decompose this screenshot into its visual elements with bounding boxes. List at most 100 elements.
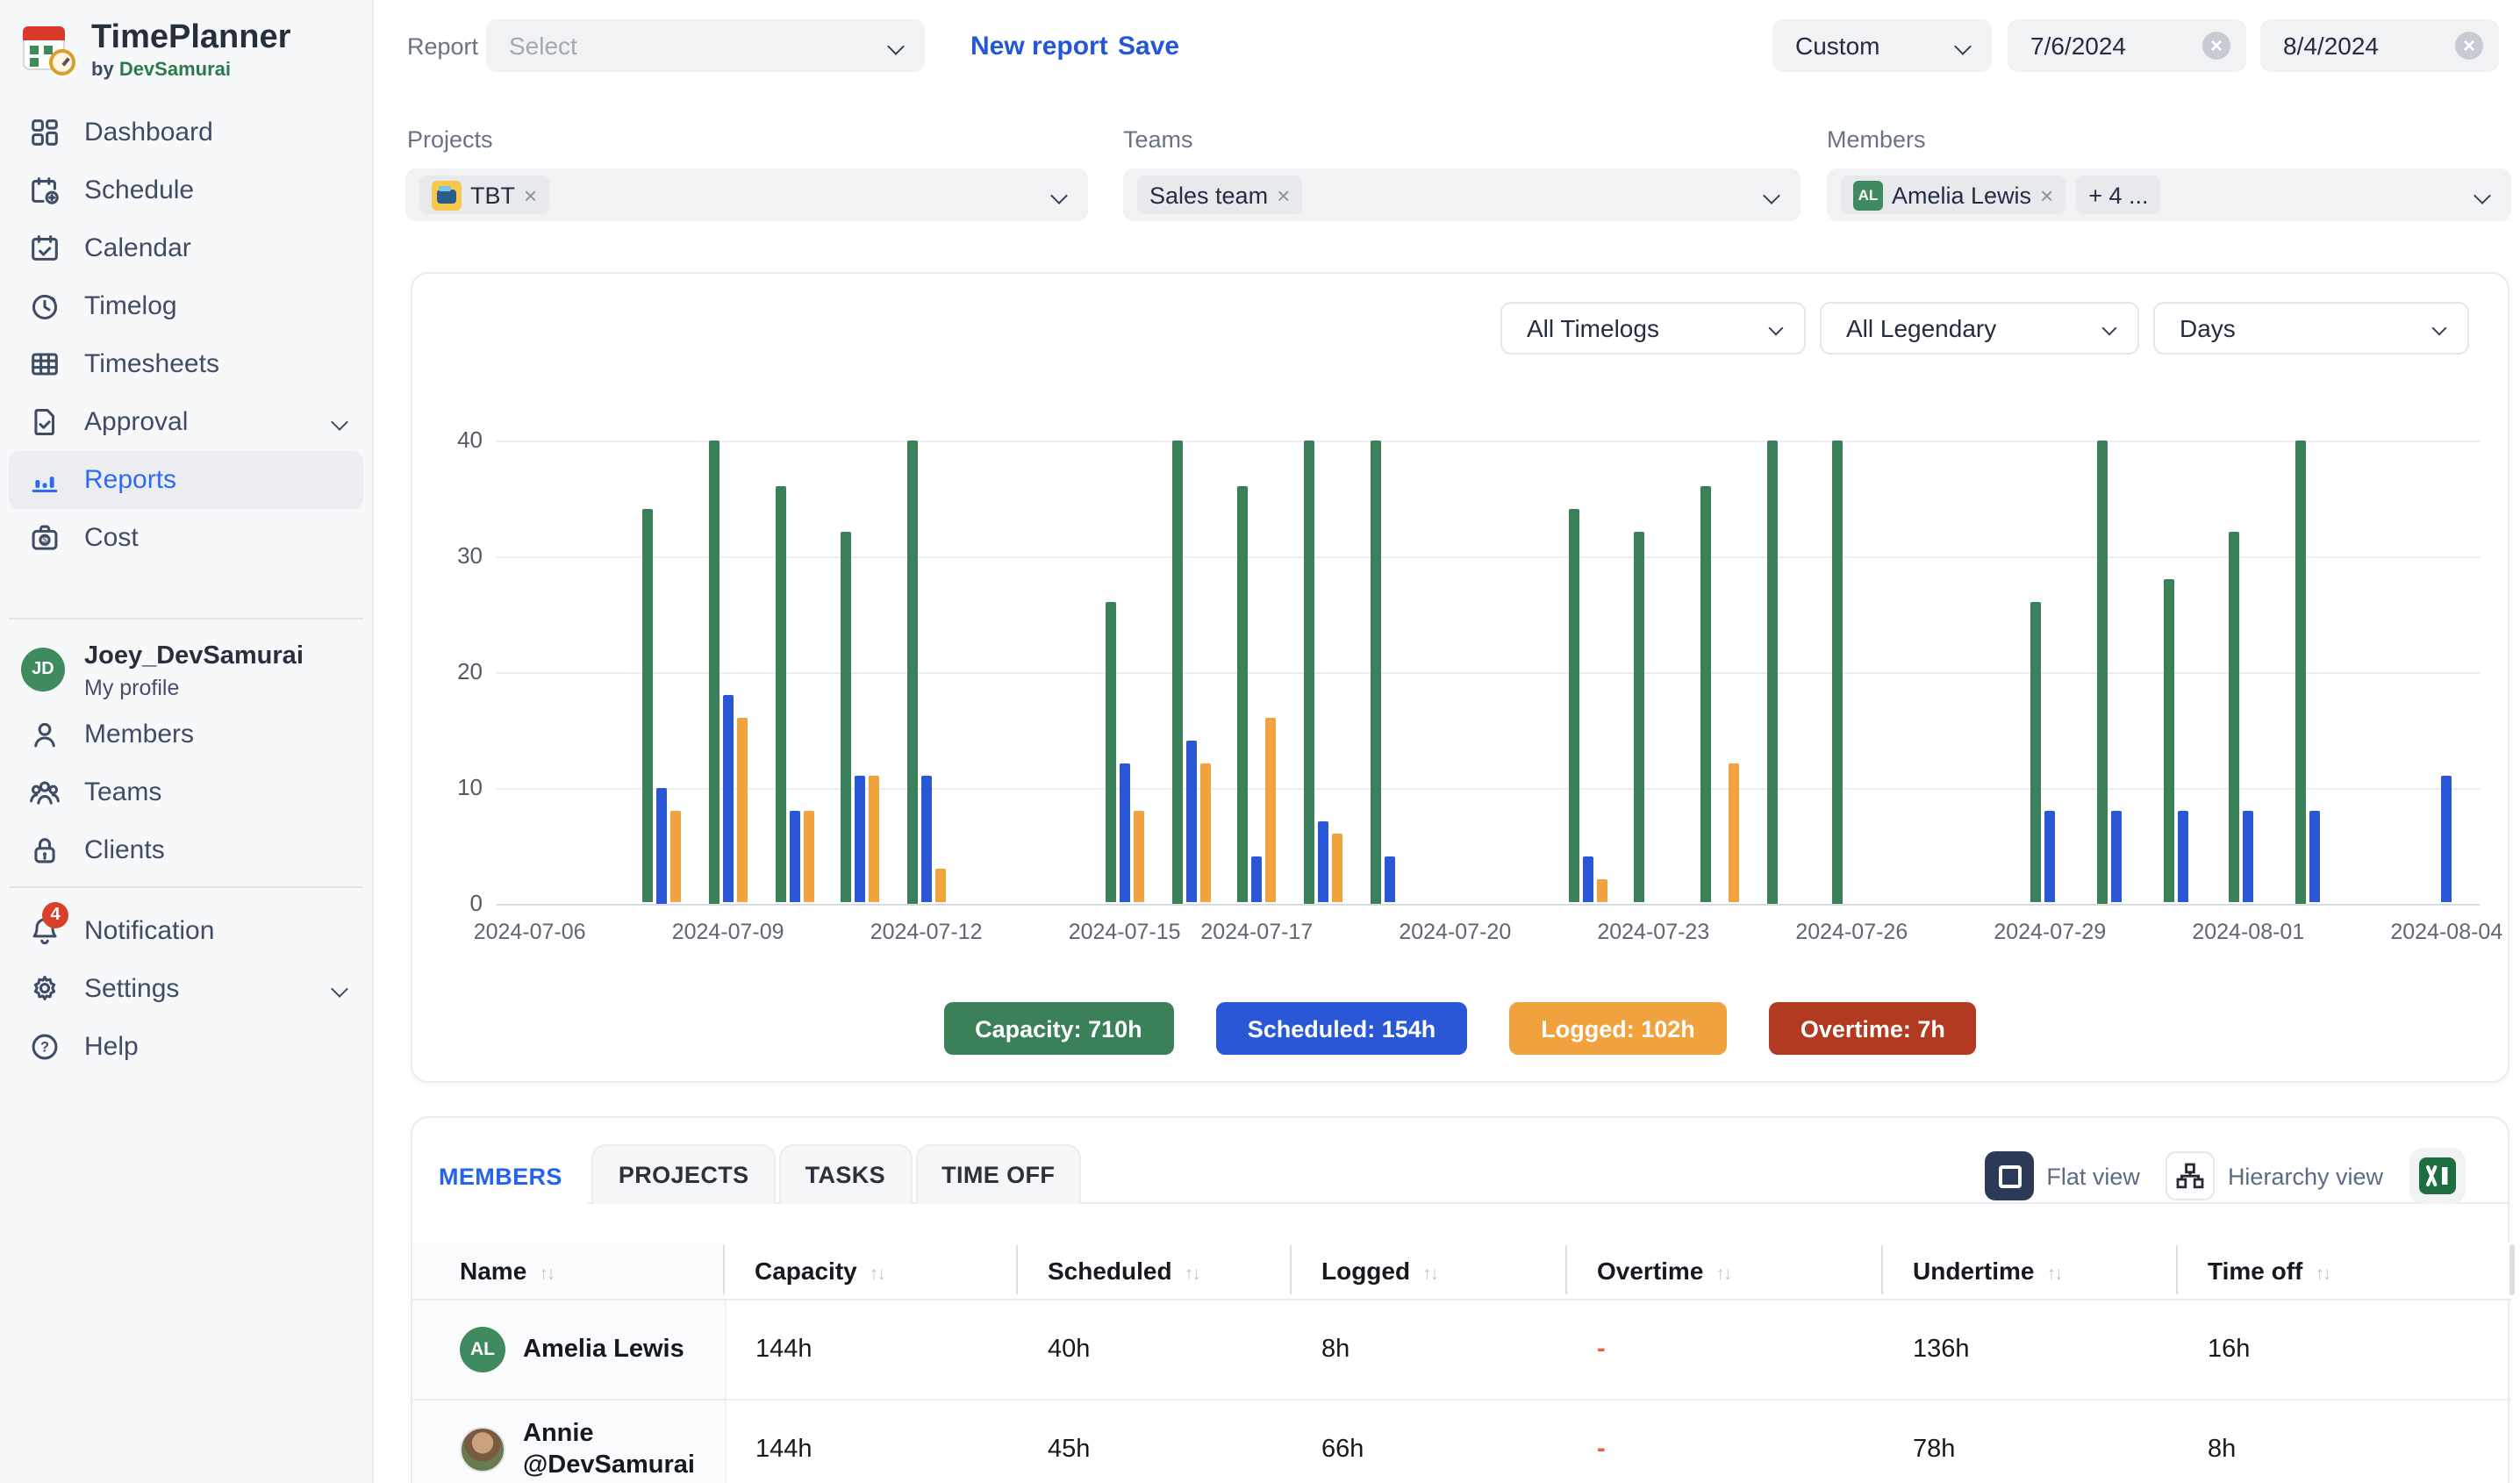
more-members-chip[interactable]: + 4 ... <box>2076 176 2161 214</box>
teams-filter[interactable]: Sales team × <box>1123 168 1801 221</box>
column-separator <box>2509 1244 2515 1295</box>
sidebar-item-settings[interactable]: Settings <box>9 960 363 1018</box>
legend-capacity-button[interactable]: Capacity: 710h <box>943 1002 1174 1055</box>
capacity-bar <box>642 509 654 903</box>
y-axis-tick-label: 40 <box>457 426 483 452</box>
sidebar-item-label: Cost <box>84 523 139 553</box>
legend-overtime-button[interactable]: Overtime: 7h <box>1768 1002 1977 1055</box>
tab-time-off[interactable]: TIME OFF <box>915 1144 1082 1204</box>
capacity-bar <box>2096 440 2108 903</box>
chevron-down-icon <box>1763 186 1780 204</box>
sidebar-item-members[interactable]: Members <box>9 706 363 763</box>
new-report-button[interactable]: New report <box>970 32 1108 61</box>
column-header-logged[interactable]: Logged ↑↓ <box>1292 1243 1571 1300</box>
members-filter[interactable]: AL Amelia Lewis × + 4 ... <box>1827 168 2511 221</box>
sidebar-item-dashboard[interactable]: Dashboard <box>9 104 363 161</box>
column-header-overtime[interactable]: Overtime ↑↓ <box>1567 1243 1886 1300</box>
dashboard-icon <box>26 115 61 150</box>
sidebar-item-help[interactable]: ? Help <box>9 1018 363 1076</box>
sidebar-item-schedule[interactable]: Schedule <box>9 161 363 219</box>
overtime-cell: - <box>1567 1299 1883 1400</box>
projects-filter[interactable]: TBT × <box>405 168 1088 221</box>
sidebar-item-label: Calendar <box>84 233 191 263</box>
sidebar-item-cost[interactable]: $ Cost <box>9 509 363 567</box>
sidebar-item-label: Reports <box>84 465 177 495</box>
logged-bar <box>1728 763 1739 903</box>
tabs-underline <box>412 1202 2508 1204</box>
end-date-input[interactable]: 8/4/2024 × <box>2260 19 2499 72</box>
logged-bar <box>670 810 682 903</box>
sort-icon[interactable]: ↑↓ <box>869 1263 886 1285</box>
remove-chip-icon[interactable]: × <box>524 182 538 208</box>
sidebar-item-timelog[interactable]: Timelog <box>9 277 363 335</box>
sort-icon[interactable]: ↑↓ <box>1184 1263 1201 1285</box>
column-header-label: Overtime <box>1597 1256 1704 1285</box>
sidebar-item-teams[interactable]: Teams <box>9 763 363 821</box>
x-axis-tick-label: 2024-08-01 <box>2192 919 2305 943</box>
clear-end-date-icon[interactable]: × <box>2455 32 2483 60</box>
member-chip[interactable]: AL Amelia Lewis × <box>1841 176 2066 214</box>
legend-logged-button[interactable]: Logged: 102h <box>1509 1002 1727 1055</box>
table-row[interactable]: Annie @DevSamurai 144h 45h 66h -78h 8h <box>412 1399 2511 1483</box>
sidebar-item-notification[interactable]: 4 Notification <box>9 901 363 960</box>
table-body: AL Amelia Lewis 144h 40h 8h -136h 16h Annie @Dev… <box>412 1299 2511 1483</box>
legend-scheduled-button[interactable]: Scheduled: 154h <box>1215 1002 1468 1055</box>
capacity-bar <box>2229 532 2240 903</box>
sidebar-item-clients[interactable]: Clients <box>9 821 363 879</box>
sidebar-item-timesheets[interactable]: Timesheets <box>9 335 363 393</box>
flat-view-button[interactable] <box>1985 1151 2035 1200</box>
column-header-capacity[interactable]: Capacity ↑↓ <box>725 1243 1021 1300</box>
save-button[interactable]: Save <box>1118 32 1180 61</box>
column-header-name[interactable]: Name ↑↓ <box>412 1243 728 1300</box>
sidebar-item-reports[interactable]: Reports <box>9 451 363 509</box>
sidebar-item-approval[interactable]: Approval <box>9 393 363 451</box>
column-header-scheduled[interactable]: Scheduled ↑↓ <box>1018 1243 1295 1300</box>
export-excel-button[interactable] <box>2409 1148 2466 1204</box>
scheduled-bar <box>789 810 799 903</box>
sort-icon[interactable]: ↑↓ <box>1715 1263 1732 1285</box>
sort-icon[interactable]: ↑↓ <box>2046 1263 2063 1285</box>
column-header-undertime[interactable]: Undertime ↑↓ <box>1883 1243 2181 1300</box>
chart-filter-row: All Timelogs All Legendary Days <box>1500 302 2469 355</box>
sort-icon[interactable]: ↑↓ <box>539 1263 555 1285</box>
chart-filter-all-legendary[interactable]: All Legendary <box>1820 302 2139 355</box>
capacity-bar <box>1568 509 1579 903</box>
tab-members[interactable]: MEMBERS <box>412 1144 589 1206</box>
project-chip[interactable]: TBT × <box>419 176 550 214</box>
capacity-bar <box>841 532 852 903</box>
remove-chip-icon[interactable]: × <box>2040 182 2054 208</box>
team-chip[interactable]: Sales team × <box>1137 176 1303 214</box>
sidebar: TimePlanner by DevSamurai Dashboard Sched… <box>0 0 374 1483</box>
chart-filter-days[interactable]: Days <box>2153 302 2469 355</box>
report-select[interactable]: Select <box>486 19 925 72</box>
hierarchy-view-button[interactable] <box>2166 1151 2216 1200</box>
chart-filter-all-timelogs[interactable]: All Timelogs <box>1500 302 1806 355</box>
clear-start-date-icon[interactable]: × <box>2202 32 2230 60</box>
members-filter-label: Members <box>1827 126 1926 153</box>
sidebar-nav-main: Dashboard Schedule Calendar Timelog Timeshee… <box>9 104 363 567</box>
table-row[interactable]: AL Amelia Lewis 144h 40h 8h -136h 16h <box>412 1299 2511 1400</box>
logged-bar <box>934 868 946 903</box>
tab-tasks[interactable]: TASKS <box>778 1144 913 1204</box>
capacity-bar <box>775 485 785 903</box>
date-range-preset-select[interactable]: Custom <box>1772 19 1992 72</box>
remove-chip-icon[interactable]: × <box>1277 182 1291 208</box>
tab-projects[interactable]: PROJECTS <box>591 1144 776 1204</box>
profile-name: Joey_DevSamurai <box>84 642 304 670</box>
sidebar-item-calendar[interactable]: Calendar <box>9 219 363 277</box>
project-avatar-icon <box>432 180 462 210</box>
app-logo[interactable]: TimePlanner by DevSamurai <box>21 20 290 81</box>
column-header-time-off[interactable]: Time off ↑↓ <box>2178 1243 2515 1300</box>
y-axis-tick-label: 30 <box>457 541 483 568</box>
capacity-bar <box>1832 440 1843 903</box>
logged-bar <box>1133 810 1144 903</box>
schedule-icon <box>26 173 61 208</box>
sidebar-item-label: Timesheets <box>84 349 219 379</box>
chevron-down-icon <box>331 980 348 998</box>
sidebar-profile[interactable]: JD Joey_DevSamurai My profile <box>9 642 363 700</box>
sort-icon[interactable]: ↑↓ <box>2315 1263 2331 1285</box>
bell-icon: 4 <box>26 901 68 949</box>
sort-icon[interactable]: ↑↓ <box>1422 1263 1439 1285</box>
start-date-input[interactable]: 7/6/2024 × <box>2008 19 2246 72</box>
cost-icon: $ <box>26 520 61 555</box>
